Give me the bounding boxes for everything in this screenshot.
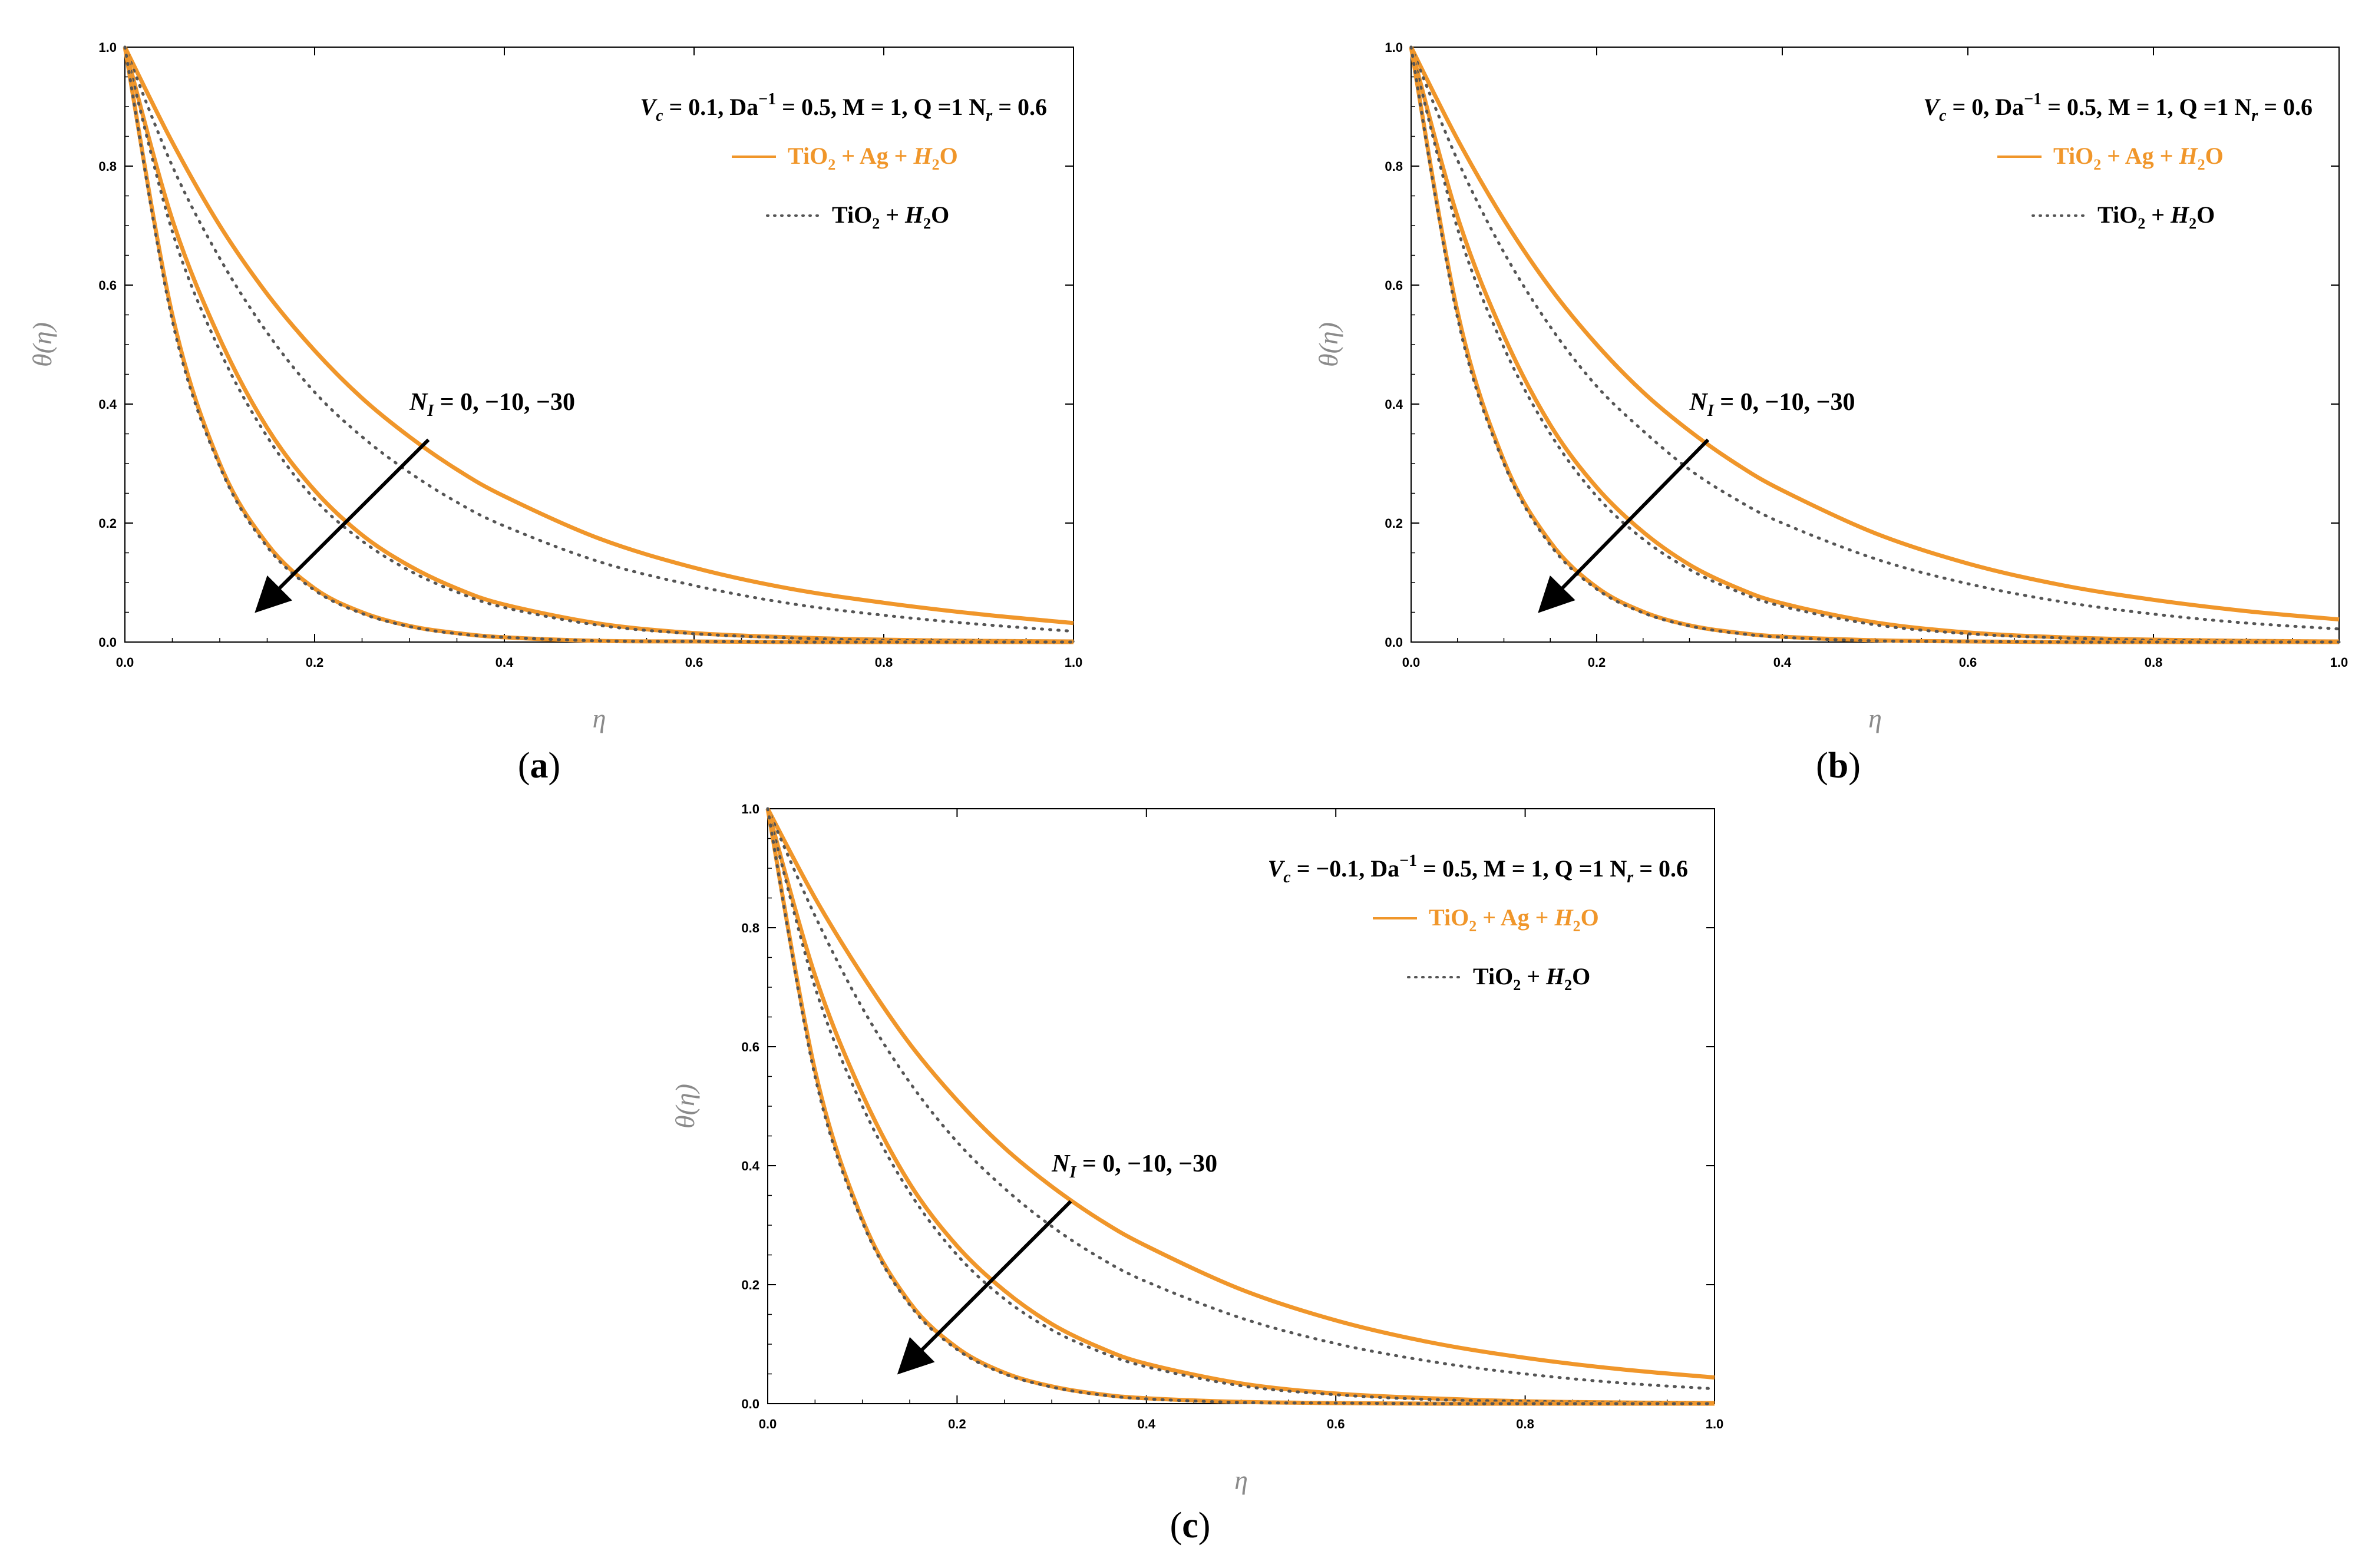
series-line-mono-ni-30 (123, 45, 1075, 644)
x-tick-label: 0.6 (685, 655, 703, 670)
ni-annotation-label: NI = 0, −10, −30 (409, 389, 575, 420)
y-axis-label: θ(η) (670, 1084, 700, 1129)
series-line-hybrid-ni-30 (1409, 47, 2339, 644)
ni-annotation-label: NI = 0, −10, −30 (1051, 1150, 1217, 1182)
legend-label-hybrid: TiO2 + Ag + H2O (2053, 143, 2224, 173)
x-tick-label: 0.4 (1773, 655, 1792, 670)
x-tick-label: 0.8 (875, 655, 893, 670)
x-axis-label: η (1868, 703, 1882, 733)
series-line-hybrid-ni-10 (123, 47, 1074, 644)
x-tick-label: 0.8 (2145, 655, 2163, 670)
x-tick-label: 1.0 (1065, 655, 1083, 670)
x-tick-label: 0.4 (496, 655, 514, 670)
y-tick-label: 1.0 (741, 802, 759, 816)
ni-arrow (255, 438, 430, 613)
parameters-label: Vc = −0.1, Da−1 = 0.5, M = 1, Q =1 Nr = … (1268, 852, 1688, 886)
series-line-hybrid-ni-30 (765, 808, 1715, 1406)
series-line-hybrid-ni-30 (123, 47, 1073, 644)
panel-caption: (b) (1816, 746, 1861, 786)
series-line-mono-ni-0 (1409, 45, 2341, 631)
legend-label-hybrid: TiO2 + Ag + H2O (1429, 904, 1599, 935)
y-tick-label: 0.8 (98, 159, 117, 174)
y-tick-label: 0.4 (1385, 397, 1403, 412)
y-tick-label: 0.0 (741, 1397, 759, 1411)
ni-annotation-label: NI = 0, −10, −30 (1689, 389, 1855, 420)
y-axis-label: θ(η) (1313, 322, 1343, 367)
chart-panel-a: 0.0 0.2 0.4 0.6 0.8 1.0 0.0 0.2 0.4 0.6 0.8 1.0 η θ(η… (27, 40, 1082, 786)
ni-arrow (897, 1200, 1072, 1375)
series-line-mono-ni-30 (1409, 45, 2341, 644)
y-tick-label: 0.8 (741, 921, 759, 935)
y-tick-label: 0.8 (1385, 159, 1403, 174)
parameters-label: Vc = 0, Da−1 = 0.5, M = 1, Q =1 Nr = 0.6 (1923, 90, 2313, 125)
x-tick-label: 0.6 (1959, 655, 1977, 670)
series-line-mono-ni-0 (766, 807, 1716, 1391)
x-tick-label: 0.6 (1327, 1417, 1345, 1431)
y-tick-label: 0.2 (1385, 516, 1403, 531)
legend-label-mono: TiO2 + H2O (832, 201, 949, 232)
y-tick-label: 0.6 (98, 278, 117, 293)
y-tick-label: 1.0 (98, 40, 117, 55)
y-tick-label: 0.0 (1385, 635, 1403, 650)
panel-caption: (a) (518, 746, 560, 786)
y-tick-label: 0.4 (98, 397, 117, 412)
y-tick-label: 0.4 (741, 1159, 759, 1173)
y-tick-label: 0.6 (1385, 278, 1403, 293)
x-tick-label: 0.0 (759, 1417, 777, 1431)
y-tick-label: 0.2 (741, 1278, 759, 1292)
series-line-hybrid-ni-0 (1409, 46, 2340, 622)
panel-caption: (c) (1170, 1506, 1211, 1546)
y-tick-label: 1.0 (1385, 40, 1403, 55)
series-line-hybrid-ni-10 (765, 808, 1715, 1405)
series-line-mono-ni-10 (123, 45, 1075, 643)
x-tick-label: 1.0 (1706, 1417, 1724, 1431)
series-line-mono-ni-30 (766, 807, 1716, 1405)
series-line-hybrid-ni-10 (1409, 47, 2340, 644)
x-axis-label: η (1234, 1465, 1248, 1495)
y-axis-label: θ(η) (27, 322, 57, 367)
x-axis-label: η (593, 703, 606, 733)
x-tick-label: 0.2 (948, 1417, 966, 1431)
series-line-mono-ni-0 (123, 45, 1075, 633)
plot-frame (1411, 47, 2340, 643)
x-tick-label: 0.0 (116, 655, 134, 670)
legend-label-mono: TiO2 + H2O (2097, 201, 2215, 232)
parameters-label: Vc = 0.1, Da−1 = 0.5, M = 1, Q =1 Nr = 0… (640, 90, 1047, 125)
x-tick-label: 1.0 (2330, 655, 2348, 670)
y-tick-label: 0.0 (98, 635, 117, 650)
x-tick-label: 0.2 (1588, 655, 1606, 670)
y-tick-label: 0.6 (741, 1040, 759, 1054)
panels-root: 0.0 0.2 0.4 0.6 0.8 1.0 0.0 0.2 0.4 0.6 0.8 1.0 η θ(η… (27, 40, 2348, 1546)
x-tick-label: 0.8 (1516, 1417, 1534, 1431)
series-line-mono-ni-10 (766, 807, 1716, 1405)
series-line-hybrid-ni-0 (765, 808, 1715, 1380)
x-tick-label: 0.0 (1402, 655, 1421, 670)
plot-frame (767, 808, 1715, 1404)
chart-panel-c: 0.0 0.2 0.4 0.6 0.8 1.0 0.0 0.2 0.4 0.6 0.8 1.0 η θ(η… (670, 802, 1723, 1546)
y-tick-label: 0.2 (98, 516, 117, 531)
chart-panel-b: 0.0 0.2 0.4 0.6 0.8 1.0 0.0 0.2 0.4 0.6 0.8 1.0 η θ(η… (1313, 40, 2348, 786)
x-tick-label: 0.4 (1138, 1417, 1156, 1431)
legend-label-mono: TiO2 + H2O (1473, 963, 1590, 994)
series-line-hybrid-ni-0 (123, 46, 1074, 626)
series-line-mono-ni-10 (1409, 45, 2341, 643)
plot-frame (124, 47, 1074, 643)
legend-label-hybrid: TiO2 + Ag + H2O (788, 143, 958, 173)
x-tick-label: 0.2 (306, 655, 324, 670)
ni-arrow (1538, 438, 1710, 613)
